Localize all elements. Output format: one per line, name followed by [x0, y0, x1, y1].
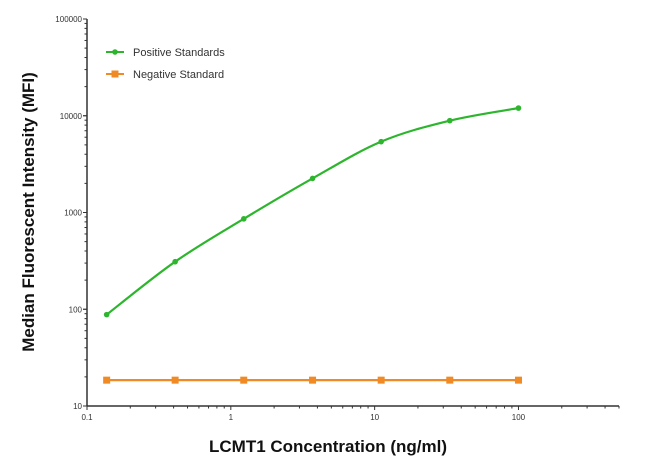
negative-standard-point [514, 376, 522, 384]
positive-standards-line [105, 107, 519, 316]
positive-standards-point [446, 117, 453, 124]
y-tick-label: 100000 [55, 15, 82, 24]
positive-standards-point [309, 175, 316, 182]
negative-standard-point [309, 376, 317, 384]
positive-standards-point [515, 105, 522, 111]
negative-standard-point [377, 376, 385, 384]
series-layer [103, 105, 522, 384]
positive-standards-point [240, 216, 247, 222]
y-tick-label: 10 [73, 402, 82, 411]
y-tick-label: 10000 [60, 112, 83, 121]
negative-standard-point [240, 376, 248, 384]
legend-marker [111, 70, 119, 78]
x-tick-label: 100 [512, 413, 526, 422]
axes: 0.1 1 10 100 10 100 1000 10000 100000 [55, 15, 620, 422]
positive-standards-point [378, 138, 384, 145]
x-tick-label: 1 [229, 413, 234, 422]
negative-standard-point [103, 376, 111, 384]
y-tick-label: 100 [69, 305, 83, 314]
x-tick-label: 0.1 [81, 413, 93, 422]
x-axis-label: LCMT1 Concentration (ng/ml) [209, 437, 447, 456]
legend: Positive Standards Negative Standard [106, 47, 225, 81]
legend-label: Positive Standards [133, 47, 225, 59]
positive-standards-point [103, 311, 110, 318]
legend-marker [112, 49, 118, 55]
y-tick-label: 1000 [64, 209, 82, 218]
positive-standards-point [172, 258, 178, 265]
negative-standard-point [171, 376, 179, 384]
x-tick-label: 10 [370, 413, 379, 422]
y-axis-label: Median Fluorescent Intensity (MFI) [19, 72, 38, 352]
legend-label: Negative Standard [133, 69, 224, 81]
negative-standard-point [446, 376, 454, 384]
